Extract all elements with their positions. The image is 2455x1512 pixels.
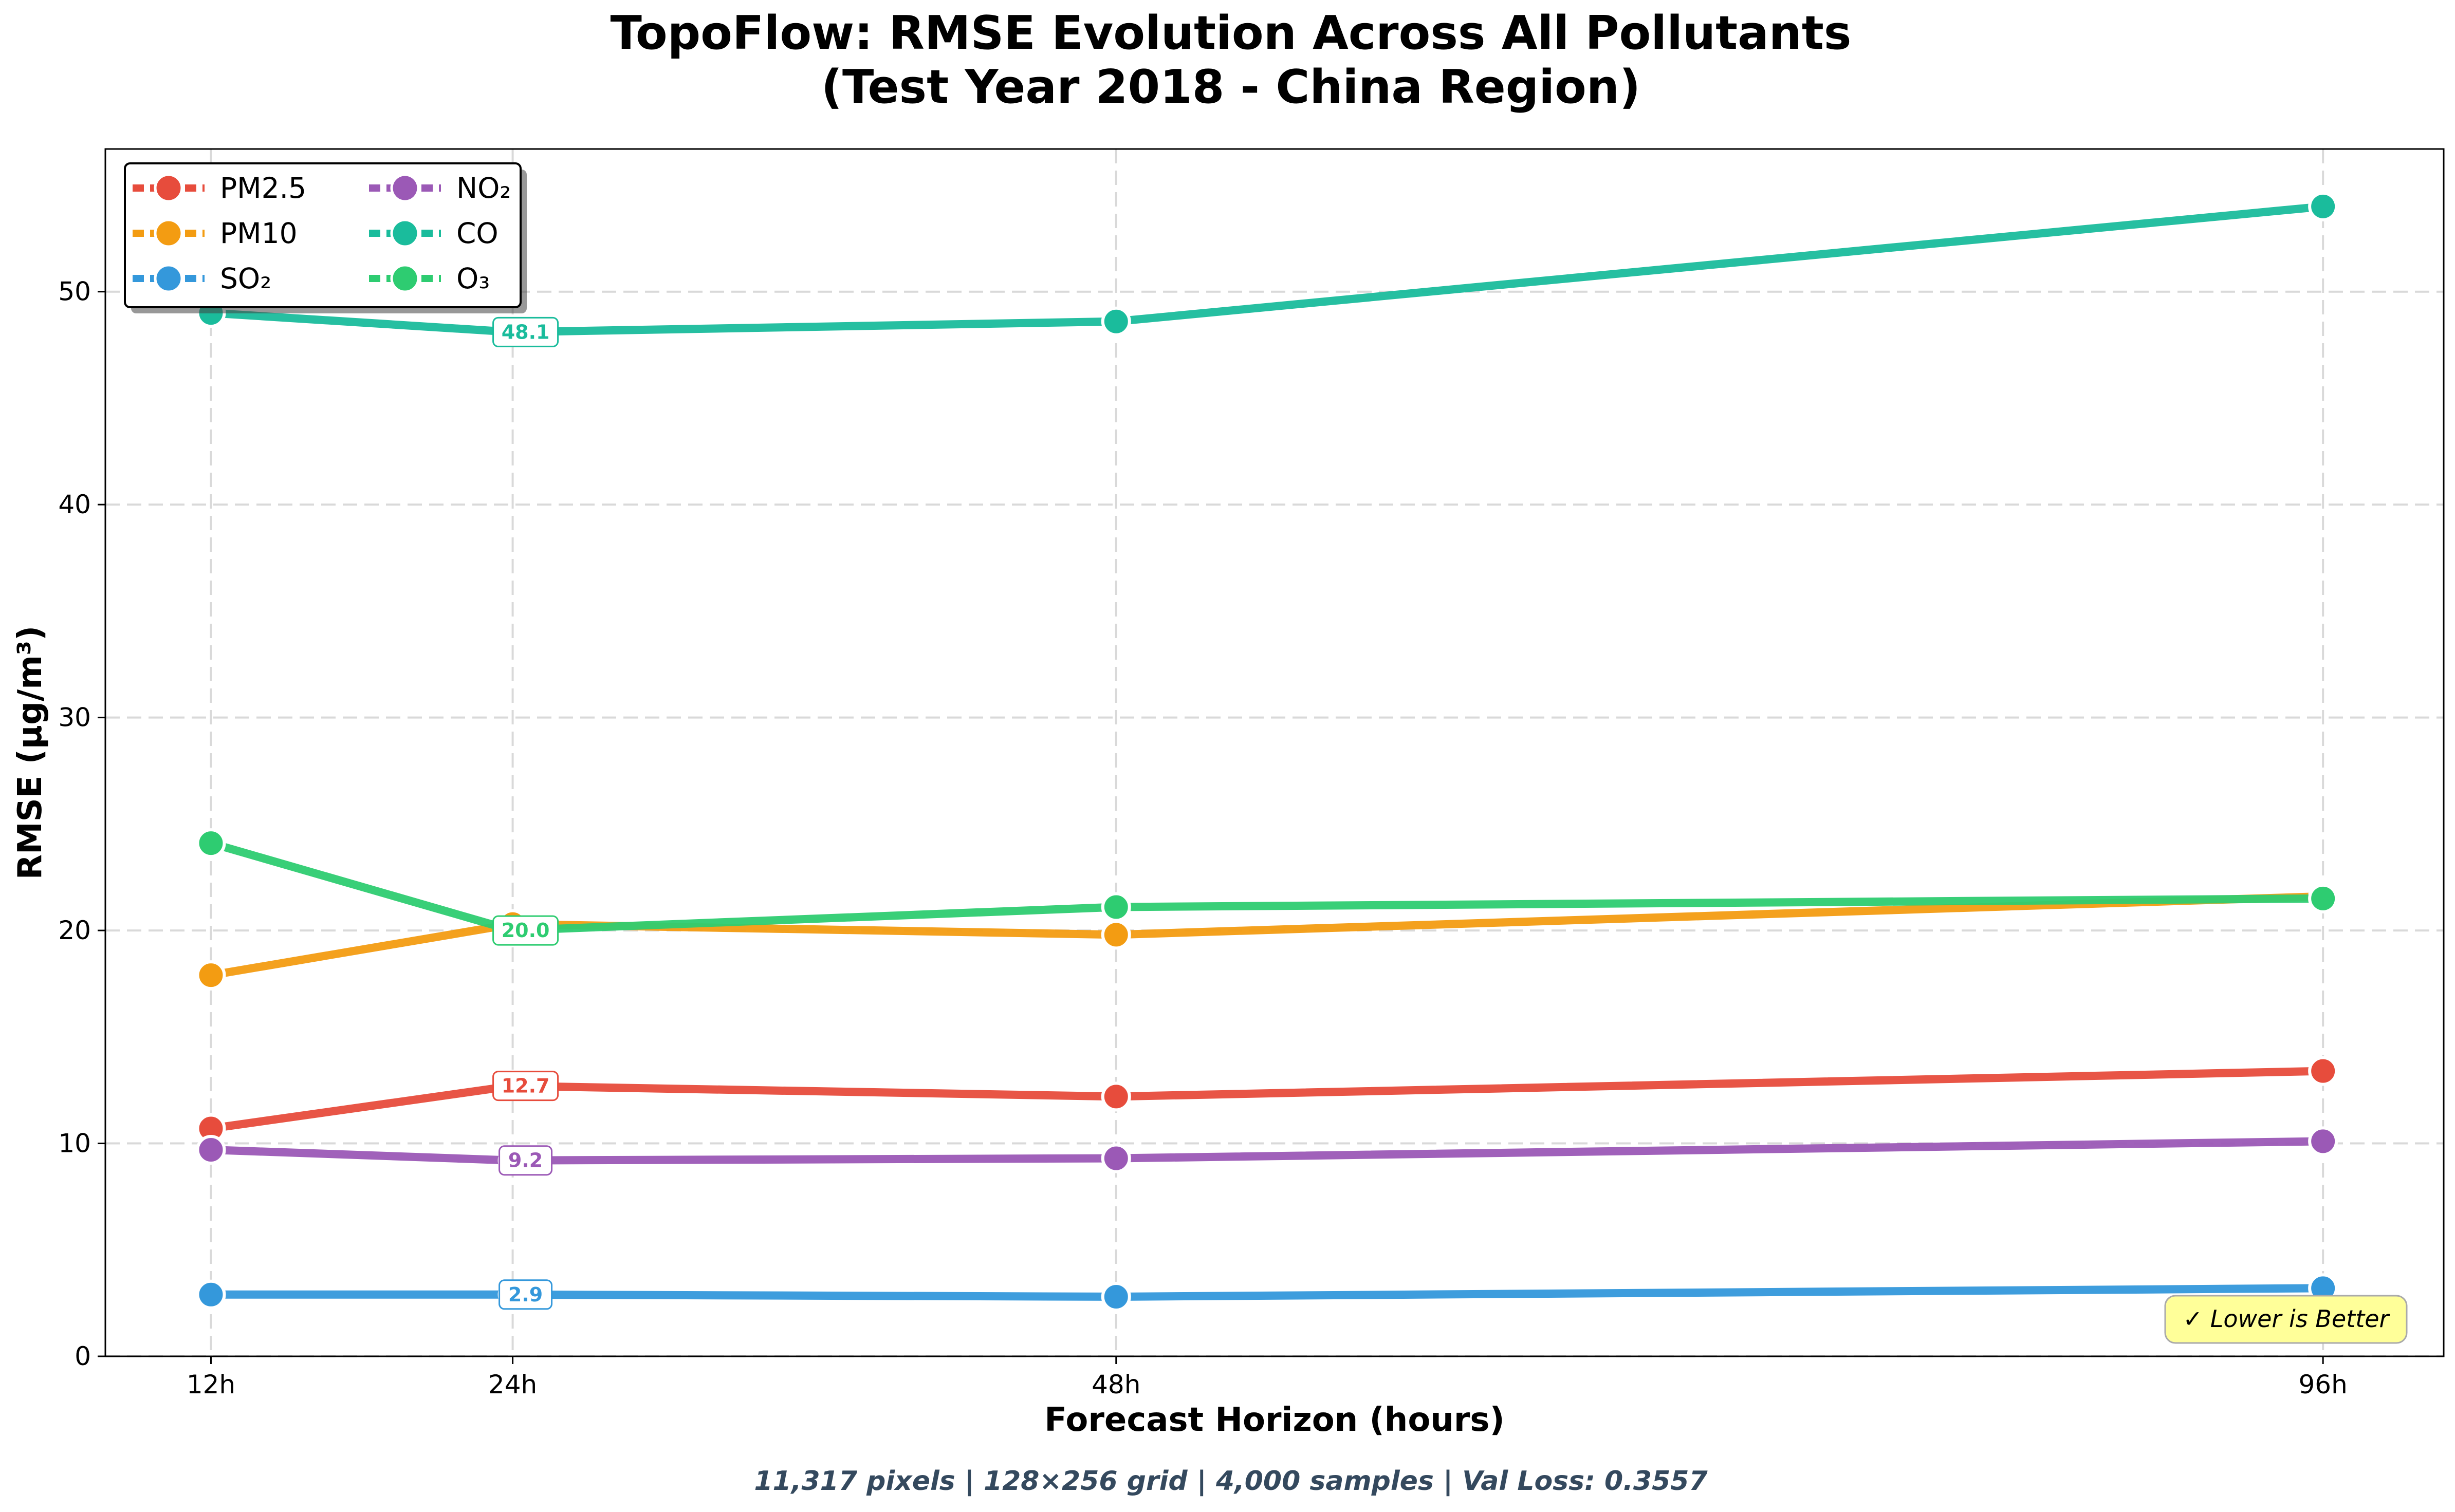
plot-frame bbox=[104, 148, 2445, 1357]
data-label-text: 2.9 bbox=[508, 1283, 543, 1306]
data-label-co: 48.1 bbox=[492, 316, 559, 347]
legend-label: PM2.5 bbox=[220, 172, 306, 204]
axis-ticks: 0 10 20 30 40 50 12h 24h 48h 96h bbox=[58, 277, 2347, 1399]
data-label-text: 20.0 bbox=[502, 919, 550, 942]
data-point-so2 bbox=[1101, 1281, 1131, 1312]
series-line-pm10 bbox=[207, 892, 2328, 980]
legend-swatch-marker bbox=[154, 264, 183, 293]
note-text: ✓ Lower is Better bbox=[2183, 1305, 2391, 1333]
legend-swatch-marker bbox=[154, 218, 183, 248]
legend-item-pm10[interactable]: PM10 bbox=[133, 217, 298, 250]
series bbox=[196, 191, 2338, 1312]
legend-label: PM10 bbox=[220, 217, 298, 250]
legend-label: CO bbox=[456, 217, 499, 250]
data-labels: 48.1 20.0 12.7 9.2 2.9 bbox=[492, 316, 559, 1310]
legend-label: O₃ bbox=[456, 262, 490, 295]
y-tick-label: 30 bbox=[58, 703, 91, 733]
chart-title: TopoFlow: RMSE Evolution Across All Poll… bbox=[610, 6, 1851, 114]
legend-swatch-marker bbox=[390, 173, 420, 203]
legend-label: NO₂ bbox=[456, 172, 511, 204]
y-tick-label: 0 bbox=[75, 1341, 91, 1371]
data-label-o3: 20.0 bbox=[492, 915, 559, 946]
legend-box bbox=[124, 162, 522, 308]
series-line-so2 bbox=[207, 1284, 2328, 1301]
lower-is-better-note: ✓ Lower is Better bbox=[2164, 1295, 2408, 1344]
data-label-so2: 2.9 bbox=[499, 1279, 553, 1310]
legend-swatch-marker bbox=[154, 173, 183, 203]
data-point-pm10 bbox=[196, 960, 226, 991]
data-point-no2 bbox=[1101, 1143, 1131, 1173]
data-label-text: 12.7 bbox=[502, 1075, 550, 1097]
legend-item-co[interactable]: CO bbox=[369, 217, 499, 250]
x-tick-label: 12h bbox=[187, 1370, 235, 1399]
series-line-co bbox=[207, 202, 2328, 337]
data-label-box bbox=[492, 316, 559, 347]
chart-title-line-2: (Test Year 2018 - China Region) bbox=[821, 60, 1640, 114]
data-label-no2: 9.2 bbox=[499, 1145, 553, 1176]
legend[interactable]: PM2.5 PM10 SO₂ NO₂ CO O₃ bbox=[124, 162, 527, 313]
legend-label: SO₂ bbox=[220, 262, 271, 295]
x-tick-label: 24h bbox=[488, 1370, 537, 1399]
data-point-pm2-5 bbox=[1101, 1081, 1131, 1112]
y-tick-label: 50 bbox=[58, 277, 91, 307]
data-point-o3 bbox=[196, 828, 226, 858]
data-label-text: 9.2 bbox=[508, 1149, 543, 1172]
data-label-box bbox=[499, 1279, 553, 1310]
note-box bbox=[2164, 1295, 2408, 1344]
legend-item-so2[interactable]: SO₂ bbox=[133, 262, 271, 295]
series-o3 bbox=[196, 828, 2338, 946]
series-line-pm2-5 bbox=[207, 1067, 2328, 1133]
x-axis-label: Forecast Horizon (hours) bbox=[1044, 1401, 1505, 1439]
data-point-no2 bbox=[2308, 1126, 2338, 1156]
series-line-o3 bbox=[207, 839, 2328, 935]
footer-caption: 11,317 pixels | 128×256 grid | 4,000 sam… bbox=[754, 1466, 1708, 1497]
x-tick-label: 96h bbox=[2299, 1370, 2348, 1399]
data-label-text: 48.1 bbox=[502, 321, 550, 343]
y-tick-label: 40 bbox=[58, 490, 91, 519]
legend-item-o3[interactable]: O₃ bbox=[369, 262, 490, 295]
legend-item-pm2-5[interactable]: PM2.5 bbox=[133, 172, 306, 204]
data-point-so2 bbox=[196, 1279, 226, 1310]
data-label-pm2-5: 12.7 bbox=[492, 1071, 559, 1102]
legend-swatch-marker bbox=[390, 218, 420, 248]
y-axis-label: RMSE (µg/m³) bbox=[11, 626, 49, 880]
data-point-co bbox=[1101, 306, 1131, 337]
data-point-o3 bbox=[2308, 883, 2338, 913]
data-point-co bbox=[2308, 191, 2338, 221]
legend-swatch-marker bbox=[390, 264, 420, 293]
data-point-o3 bbox=[1101, 892, 1131, 922]
data-point-no2 bbox=[196, 1134, 226, 1165]
chart-title-line-1: TopoFlow: RMSE Evolution Across All Poll… bbox=[610, 6, 1851, 60]
data-label-box bbox=[499, 1145, 553, 1176]
data-label-box bbox=[492, 915, 559, 946]
x-tick-label: 48h bbox=[1092, 1370, 1140, 1399]
legend-item-no2[interactable]: NO₂ bbox=[369, 172, 511, 204]
series-line-no2 bbox=[207, 1137, 2328, 1165]
y-tick-label: 20 bbox=[58, 916, 91, 945]
y-tick-label: 10 bbox=[58, 1129, 91, 1159]
data-point-pm10 bbox=[1101, 920, 1131, 950]
data-point-pm2-5 bbox=[2308, 1056, 2338, 1086]
data-label-box bbox=[492, 1071, 559, 1102]
